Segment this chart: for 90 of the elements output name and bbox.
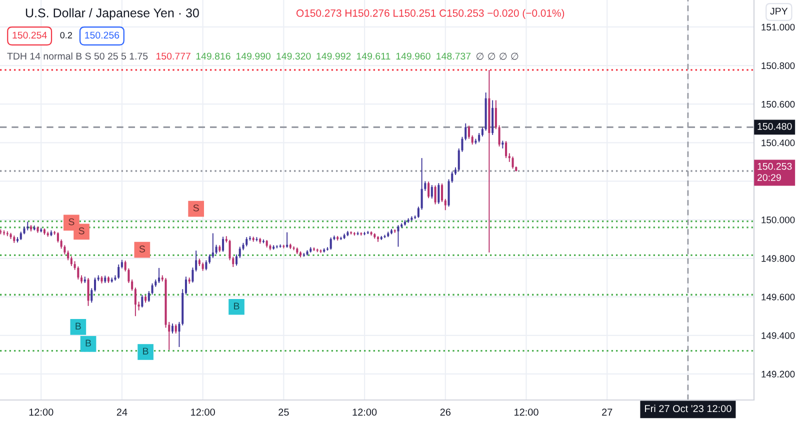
- candlestick: [420, 158, 423, 210]
- ref-line-label: 150.480: [758, 122, 792, 130]
- annotation: TDH 14 normal B S 50 25 5 1.75: [7, 52, 148, 60]
- text: O150.273 H150.276 L150.251 C150.253 −0.020 (−0.01%): [296, 9, 564, 19]
- candlestick: [87, 277, 90, 306]
- candlestick: [330, 237, 332, 250]
- annotation: 0.2: [60, 32, 72, 38]
- candlestick: [178, 321, 180, 348]
- x-tick-label: 12:00: [191, 408, 215, 416]
- candlestick: [498, 124, 500, 147]
- candlestick: [208, 254, 211, 264]
- data-label: B: [143, 348, 148, 355]
- y-tick-label: 150.600: [762, 100, 795, 108]
- candlestick: [430, 184, 433, 200]
- candlestick: [148, 290, 150, 302]
- candlestick: [512, 156, 514, 170]
- candlestick: [118, 264, 120, 280]
- text: U.S. Dollar / Japanese Yen · 30: [26, 8, 199, 20]
- candlestick: [505, 140, 508, 159]
- candlestick: [131, 279, 134, 292]
- y-tick-label: 150.400: [762, 139, 795, 146]
- candlestick: [94, 277, 96, 292]
- candlestick: [195, 250, 198, 272]
- candlestick: [205, 260, 208, 271]
- data-label: S: [68, 218, 74, 226]
- candlestick: [434, 184, 436, 205]
- annotation: 148.737: [436, 52, 471, 60]
- data-label: S: [193, 204, 199, 212]
- text: JPY: [770, 8, 788, 15]
- data-label: B: [76, 322, 81, 330]
- y-tick-label: 150.800: [762, 62, 795, 70]
- candlestick: [478, 132, 480, 143]
- candlestick: [90, 288, 93, 304]
- candlestick: [192, 267, 194, 284]
- x-tick-label: 26: [440, 408, 451, 416]
- annotation: 149.816: [196, 52, 230, 60]
- annotation: 149.992: [316, 52, 351, 60]
- candlestick: [428, 181, 430, 199]
- candlestick: [441, 183, 444, 203]
- y-tick-label: 150.000: [762, 216, 795, 224]
- candlestick: [174, 324, 177, 334]
- annotation: 150.254: [12, 32, 47, 39]
- y-tick-label: 149.200: [762, 370, 795, 378]
- data-label: B: [234, 302, 240, 310]
- ref-line-label: Fri 27 Oct '23 12:00: [645, 404, 732, 412]
- x-tick-label: 24: [116, 408, 128, 416]
- annotation: ∅ ∅ ∅ ∅: [476, 52, 518, 60]
- annotation: 149.990: [236, 52, 271, 60]
- candlestick: [171, 322, 174, 334]
- candlestick: [438, 182, 440, 204]
- candlestick: [494, 100, 497, 130]
- y-tick-label: 149.400: [762, 332, 795, 339]
- candlestick: [444, 198, 446, 211]
- data-label: S: [139, 246, 145, 252]
- y-tick-label: 151.000: [762, 24, 795, 31]
- x-tick-label: 12:00: [352, 408, 377, 416]
- candlestick: [67, 250, 70, 261]
- candlestick: [151, 282, 154, 296]
- candlestick: [222, 236, 224, 252]
- data-label: B: [86, 340, 91, 346]
- data-label: S: [78, 227, 84, 234]
- y-tick-label: 149.600: [762, 294, 795, 300]
- candlestick: [56, 232, 59, 243]
- candlestick: [468, 125, 470, 140]
- annotation: 149.611: [356, 52, 390, 60]
- y-tick-label: 149.800: [762, 255, 795, 262]
- candlestick: [471, 134, 474, 146]
- candlestick: [70, 256, 72, 267]
- candlestick: [134, 287, 136, 317]
- x-tick-label: 25: [278, 408, 289, 416]
- annotation: 150.256: [85, 32, 120, 39]
- candlestick: [141, 294, 144, 308]
- x-tick-label: 27: [602, 408, 612, 416]
- candlestick: [184, 276, 187, 296]
- candlestick: [212, 232, 214, 258]
- candlestick: [158, 267, 160, 284]
- ref-line-label: 150.253 20:29: [758, 162, 792, 181]
- candlestick: [417, 206, 420, 218]
- annotation: 149.960: [396, 52, 430, 60]
- candlestick: [464, 122, 467, 141]
- x-tick-label: 12:00: [29, 408, 54, 416]
- candlestick: [246, 236, 248, 247]
- annotation: 149.320: [276, 52, 311, 60]
- candlestick: [238, 246, 241, 258]
- x-tick-label: 12:00: [514, 408, 538, 416]
- annotation: 150.777: [156, 52, 190, 60]
- candlestick: [215, 244, 218, 255]
- candlestick: [481, 126, 484, 137]
- candlestick: [397, 224, 400, 248]
- candlestick: [236, 254, 238, 266]
